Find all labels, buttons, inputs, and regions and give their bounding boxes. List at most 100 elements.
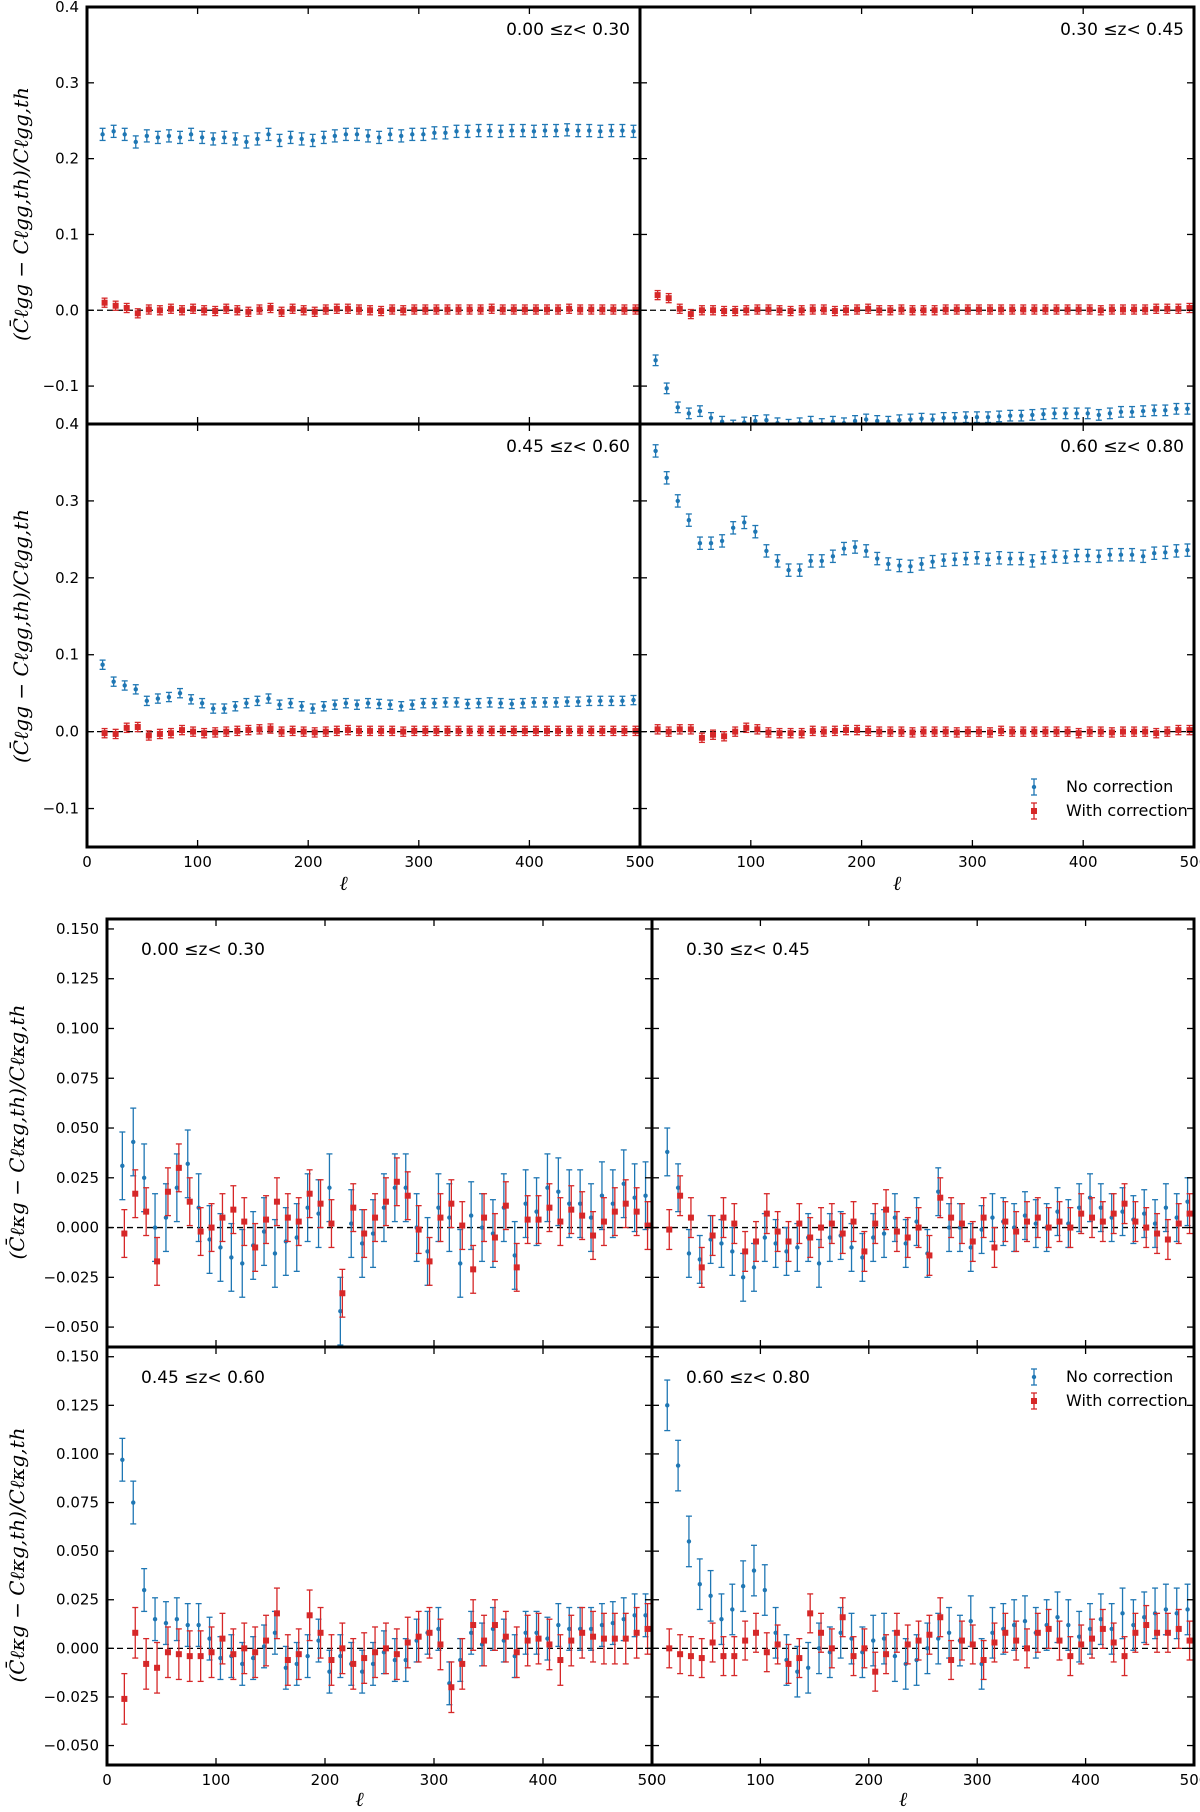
data-point xyxy=(1096,412,1102,418)
data-point xyxy=(937,1194,944,1201)
data-point xyxy=(321,704,326,709)
data-point xyxy=(854,306,861,313)
data-point xyxy=(887,307,894,314)
data-point xyxy=(985,557,991,562)
y-tick-label: −0.050 xyxy=(43,1318,99,1336)
data-point xyxy=(919,416,924,421)
data-point xyxy=(174,1616,180,1622)
data-point xyxy=(1096,554,1102,559)
data-point xyxy=(288,700,293,706)
data-point xyxy=(1075,730,1082,737)
data-point xyxy=(1086,306,1093,313)
data-point xyxy=(654,292,661,299)
data-point xyxy=(1063,411,1068,416)
data-point xyxy=(633,1208,640,1215)
data-point xyxy=(686,1251,692,1256)
data-point xyxy=(311,729,318,736)
data-point xyxy=(143,1660,150,1667)
data-point xyxy=(448,1684,455,1691)
data-point xyxy=(491,1622,498,1629)
data-point xyxy=(915,1637,922,1644)
data-point xyxy=(730,1249,735,1254)
data-point xyxy=(590,1633,597,1640)
data-point xyxy=(272,1251,278,1256)
data-point xyxy=(654,726,661,733)
data-point xyxy=(365,700,371,706)
data-point xyxy=(1174,1611,1179,1616)
data-point xyxy=(664,386,669,391)
data-point xyxy=(963,556,969,561)
data-point xyxy=(1108,729,1115,736)
data-point xyxy=(1174,548,1179,554)
data-point xyxy=(909,729,916,736)
data-point xyxy=(752,1238,759,1245)
data-point xyxy=(1140,408,1146,414)
data-point xyxy=(610,1620,616,1626)
data-point xyxy=(876,728,883,735)
y-tick-label: 0.000 xyxy=(56,1219,99,1237)
x-tick-label: 0 xyxy=(647,1771,657,1789)
data-point xyxy=(564,127,570,133)
data-point xyxy=(174,1185,180,1190)
series-no-correction xyxy=(99,123,637,149)
data-point xyxy=(167,730,174,737)
data-point xyxy=(610,727,617,734)
data-point xyxy=(936,1189,941,1194)
data-point xyxy=(557,1657,564,1664)
data-point xyxy=(1196,546,1200,550)
data-point xyxy=(131,1139,136,1145)
data-point xyxy=(936,1636,941,1641)
data-point xyxy=(753,529,758,534)
data-point xyxy=(798,307,805,314)
data-point xyxy=(201,730,208,737)
data-point xyxy=(546,1204,553,1211)
data-point xyxy=(1041,411,1046,417)
data-point xyxy=(465,701,470,707)
data-point xyxy=(1085,411,1090,416)
data-point xyxy=(875,418,880,424)
data-point xyxy=(256,306,263,313)
data-point xyxy=(488,727,495,734)
y-tick-label: −0.050 xyxy=(43,1737,99,1755)
data-point xyxy=(241,1218,248,1225)
data-point xyxy=(267,304,274,311)
data-point xyxy=(698,307,705,314)
data-point xyxy=(154,1258,161,1265)
data-point xyxy=(719,538,725,544)
data-point xyxy=(1023,1645,1030,1652)
data-point xyxy=(787,730,794,737)
data-point xyxy=(816,1261,822,1266)
data-point xyxy=(111,129,116,134)
data-point xyxy=(796,1220,803,1227)
data-point xyxy=(776,307,783,314)
x-tick-label: 200 xyxy=(854,1771,883,1789)
data-point xyxy=(622,1635,629,1642)
data-point xyxy=(123,304,130,311)
data-point xyxy=(132,1190,139,1197)
data-point xyxy=(677,1651,684,1658)
data-point xyxy=(1078,1641,1085,1648)
data-point xyxy=(644,728,650,734)
x-axis-title: ℓ xyxy=(899,1787,908,1811)
x-tick-label: 400 xyxy=(1071,1771,1100,1789)
panel-Cgg-2: 0 100 200 300 400 500 −0.1 0.0 0.1 0.2 0.3 0.4 0.45 … xyxy=(43,415,655,871)
data-point xyxy=(958,1637,965,1644)
data-point xyxy=(892,1653,898,1659)
data-point xyxy=(871,1235,876,1240)
data-point xyxy=(926,1631,933,1638)
data-point xyxy=(621,727,628,734)
data-point xyxy=(819,558,825,564)
x-axis-title: ℓ xyxy=(355,1787,364,1811)
data-point xyxy=(1089,1635,1096,1642)
x-tick-label: 100 xyxy=(183,853,212,871)
data-point xyxy=(532,306,539,313)
data-point xyxy=(426,1629,433,1636)
data-point xyxy=(568,1206,575,1213)
legend-marker xyxy=(1031,784,1037,790)
data-point xyxy=(632,727,639,734)
data-point xyxy=(1185,1199,1190,1204)
data-point xyxy=(687,1653,694,1660)
data-point xyxy=(762,1587,768,1593)
data-point xyxy=(339,1290,346,1297)
data-point xyxy=(372,1214,379,1221)
